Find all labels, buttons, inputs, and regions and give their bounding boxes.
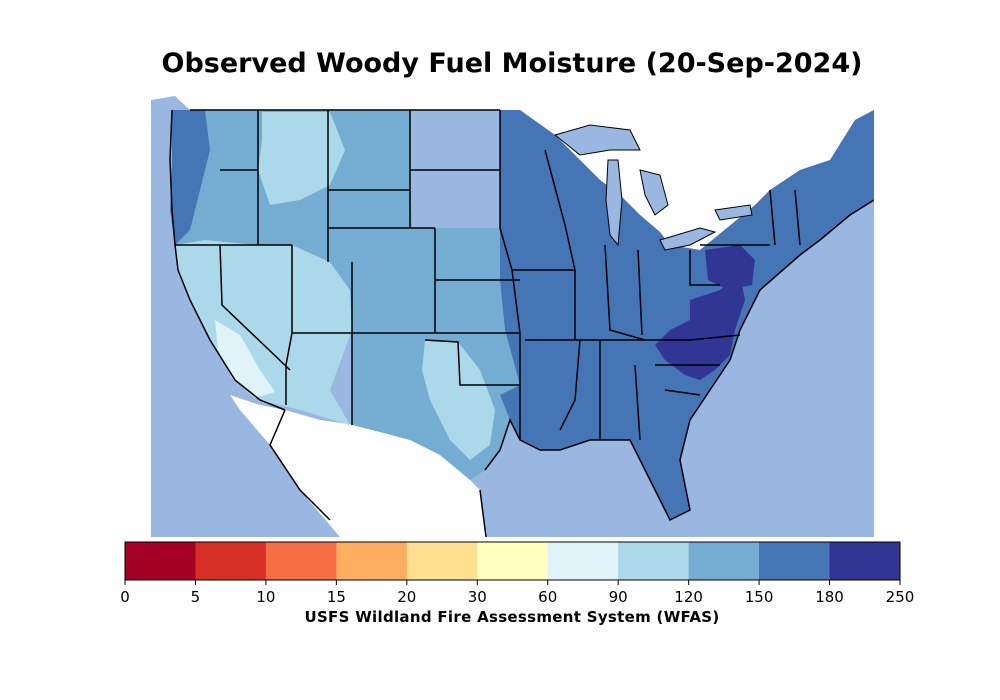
colorbar-tick-label: 20	[397, 588, 417, 606]
colorbar-tick-label: 60	[538, 588, 558, 606]
colorbar-swatch	[829, 542, 901, 580]
colorbar-swatch	[406, 542, 478, 580]
colorbar-tick-label: 5	[190, 588, 201, 606]
colorbar-swatch	[759, 542, 831, 580]
moisture-zone-60-90	[215, 320, 275, 398]
colorbar-swatch	[477, 542, 549, 580]
moisture-zone-180-250	[655, 275, 745, 380]
colorbar-tick-label: 90	[608, 588, 628, 606]
colorbar-swatch	[195, 542, 267, 580]
moisture-zone-90-120	[175, 240, 352, 425]
colorbar-tick-label: 180	[815, 588, 844, 606]
colorbar-tick-label: 30	[467, 588, 487, 606]
lake-superior	[553, 124, 641, 156]
lake-ontario	[714, 204, 753, 221]
moisture-zone-180-250-northeast	[705, 245, 755, 290]
moisture-zone-150-180-pacific-nw	[170, 110, 210, 245]
map-title: Observed Woody Fuel Moisture (20-Sep-202…	[161, 48, 863, 79]
colorbar-tick-label: 15	[326, 588, 346, 606]
state-borders	[175, 109, 801, 441]
colorbar-swatch	[125, 542, 196, 580]
colorbar-swatch	[265, 542, 337, 580]
mexico-land	[230, 395, 486, 537]
lake-huron	[639, 169, 669, 216]
moisture-zone-90-120-plains	[422, 340, 495, 460]
colorbar-tick-label: 120	[674, 588, 703, 606]
moisture-zone-90-120-rockies	[258, 112, 345, 205]
colorbar-swatch	[336, 542, 408, 580]
coastline	[169, 109, 874, 537]
colorbar-swatches	[125, 542, 901, 580]
colorbar-swatch	[688, 542, 760, 580]
colorbar-tick-label: 0	[120, 588, 130, 606]
colorbar-tick-label: 10	[256, 588, 276, 606]
colorbar-tick-label: 150	[744, 588, 774, 606]
colorbar-swatch	[547, 542, 619, 580]
colorbar-label: USFS Wildland Fire Assessment System (WF…	[304, 608, 720, 626]
canada-land	[151, 84, 874, 250]
fuel-moisture-map	[151, 84, 874, 537]
moisture-zone-150-180	[500, 110, 874, 520]
colorbar-swatch	[618, 542, 690, 580]
lake-erie	[659, 227, 717, 251]
lake-michigan	[605, 159, 623, 247]
colorbar-tick-label: 250	[885, 588, 915, 606]
